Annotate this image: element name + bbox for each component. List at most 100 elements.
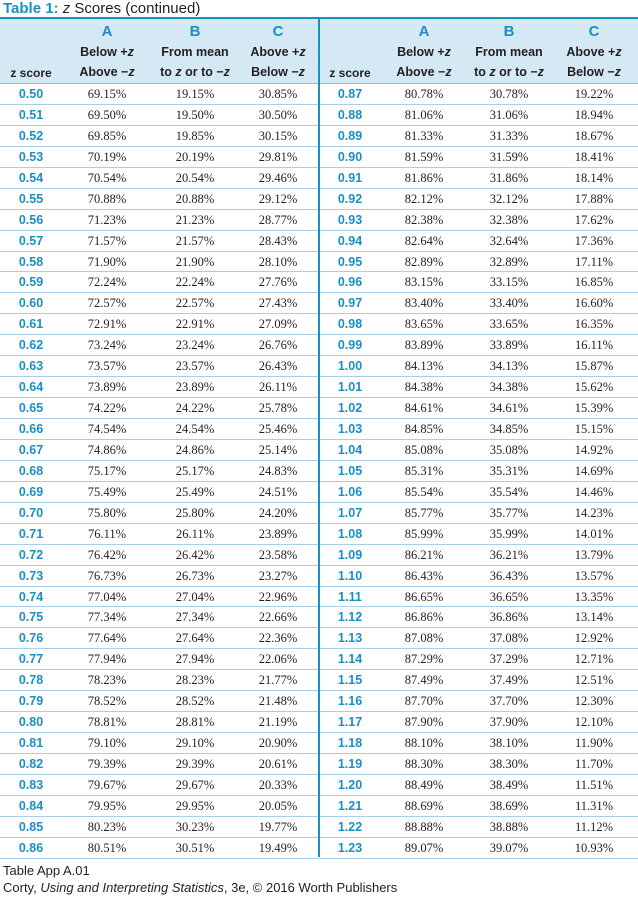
right-column-c-cell: 12.30% (574, 694, 614, 709)
right-column-a-cell: 81.06% (404, 107, 444, 122)
left-column-c-cell: 27.76% (258, 275, 298, 290)
left-column-a-cell: 70.54% (87, 170, 127, 185)
left-column-a-cell: 77.64% (87, 631, 127, 646)
left-z-score-cell: 0.81 (18, 736, 44, 751)
right-column-c-cell: 10.93% (574, 840, 614, 855)
left-column-a-cell: 75.49% (87, 484, 127, 499)
right-column-c-cell: 16.11% (574, 338, 614, 353)
left-z-score-cell: 0.60 (18, 296, 44, 311)
right-column-b-cell: 38.30% (489, 757, 529, 771)
left-column-b-cell: 21.90% (175, 254, 215, 269)
line1-text: Above + (566, 45, 616, 59)
left-z-score-cell: 0.52 (18, 128, 44, 143)
left-column-b-cell: 21.23% (175, 212, 215, 227)
right-z-score-cell: 0.94 (337, 233, 363, 248)
right-column-c-cell: 14.23% (574, 505, 614, 520)
left-column-b-cell: 23.24% (175, 338, 215, 353)
right-column-a-cell: 86.21% (404, 547, 444, 562)
right-column-c-cell: 15.62% (574, 380, 614, 395)
footer-credit: Corty, Using and Interpreting Statistics… (3, 879, 397, 896)
left-column-c-cell: 21.19% (258, 715, 298, 730)
right-column-a-cell: 88.49% (404, 777, 444, 792)
right-z-score-cell: 1.06 (337, 484, 363, 499)
right-column-b-cell: 31.86% (489, 170, 529, 185)
left-column-c-cell: 20.33% (258, 777, 298, 792)
right-z-score-cell: 0.93 (337, 212, 363, 227)
left-column-a-cell: 76.11% (87, 526, 127, 541)
right-column-a-cell: 89.07% (404, 840, 444, 855)
left-column-c-cell: 24.51% (258, 484, 298, 499)
right-z-score-cell: 1.19 (337, 757, 363, 771)
left-column-b-cell: 19.15% (175, 87, 215, 101)
right-column-c-cell: 19.22% (574, 87, 614, 101)
left-column-b-cell: 30.51% (175, 840, 215, 855)
left-column-a-cell: 75.80% (87, 505, 127, 520)
right-column-c-cell: 12.51% (574, 673, 614, 688)
left-z-score-cell: 0.71 (18, 526, 44, 541)
footer-credit-pre: Corty, (3, 880, 41, 895)
line1-var: z (444, 45, 451, 59)
right-z-score-cell: 0.98 (337, 317, 363, 332)
right-column-b-cell: 33.65% (489, 317, 529, 332)
left-z-score-cell: 0.83 (18, 777, 44, 792)
right-column-a-cell: 88.88% (404, 819, 444, 834)
left-column-a-letter: A (101, 23, 113, 40)
left-column-c-cell: 29.46% (258, 170, 298, 185)
left-column-c-cell: 20.61% (258, 757, 298, 771)
table-row: 0.71 76.11% 26.11% 23.89% 1.08 85.99% 35.99% 14… (0, 524, 638, 545)
right-z-score-cell: 1.08 (337, 526, 363, 541)
left-z-score-cell: 0.82 (18, 757, 44, 771)
left-column-a-cell: 79.95% (87, 798, 127, 813)
right-z-score-cell: 0.95 (337, 254, 363, 269)
left-column-b-cell: 27.94% (175, 652, 215, 667)
left-column-c-cell: 26.11% (258, 380, 298, 395)
right-z-score-cell: 1.12 (337, 610, 363, 625)
footer-credit-post: , 3e, © 2016 Worth Publishers (223, 880, 398, 895)
left-column-c-cell: 26.43% (258, 359, 298, 374)
left-column-b-cell: 21.57% (175, 233, 215, 248)
right-column-b-cell: 37.70% (489, 694, 529, 709)
left-column-b-cell: 20.88% (175, 191, 215, 206)
right-column-c-cell: 13.14% (574, 610, 614, 625)
left-column-b-cell: 29.95% (175, 798, 215, 813)
right-z-score-cell: 0.88 (337, 107, 363, 122)
right-column-a-cell: 87.08% (404, 631, 444, 646)
right-z-score-cell: 1.05 (337, 463, 363, 478)
line2-text-post: or to − (181, 65, 224, 79)
left-column-a-cell: 72.91% (87, 317, 127, 332)
right-column-c-cell: 13.79% (574, 547, 614, 562)
table-row: 0.81 79.10% 29.10% 20.90% 1.18 88.10% 38.10% 11… (0, 733, 638, 754)
left-column-a-cell: 75.17% (87, 463, 127, 478)
right-column-b-cell: 31.33% (489, 128, 529, 143)
right-z-score-cell: 1.23 (337, 840, 363, 855)
right-z-score-cell: 1.09 (337, 547, 363, 562)
line2-text-post: or to − (495, 65, 538, 79)
left-column-b-cell: 24.54% (175, 422, 215, 436)
left-column-a-cell: 72.24% (87, 275, 127, 290)
right-column-b-cell: 36.65% (489, 589, 529, 604)
right-column-c-letter: C (588, 23, 600, 40)
right-z-score-cell: 1.02 (337, 401, 363, 416)
right-column-b-cell: 32.89% (489, 254, 529, 269)
left-column-a-cell: 79.10% (87, 736, 127, 751)
left-column-a-cell: 78.52% (87, 694, 127, 709)
left-column-a-cell: 77.04% (87, 589, 127, 604)
right-column-b-cell: 33.15% (489, 275, 529, 290)
right-z-score-cell: 0.97 (337, 296, 363, 311)
left-column-b-cell: 26.11% (175, 526, 215, 541)
right-column-c-cell: 17.11% (574, 254, 614, 269)
right-column-c-cell: 18.41% (574, 149, 614, 164)
right-column-b-cell: 38.69% (489, 798, 529, 813)
left-z-score-cell: 0.50 (18, 87, 44, 101)
right-z-score-cell: 1.00 (337, 359, 363, 374)
right-column-a-cell: 83.65% (404, 317, 444, 332)
table-number: Table 1: (3, 0, 59, 17)
line1-text: From mean (161, 45, 229, 59)
left-column-b-cell: 19.50% (175, 107, 215, 122)
left-z-score-cell: 0.79 (18, 694, 44, 709)
left-column-a-cell: 70.88% (87, 191, 127, 206)
right-column-a-cell: 87.90% (404, 715, 444, 730)
left-column-a-cell: 71.57% (87, 233, 127, 248)
left-column-c-cell: 30.50% (258, 107, 298, 122)
right-column-b-cell: 32.64% (489, 233, 529, 248)
